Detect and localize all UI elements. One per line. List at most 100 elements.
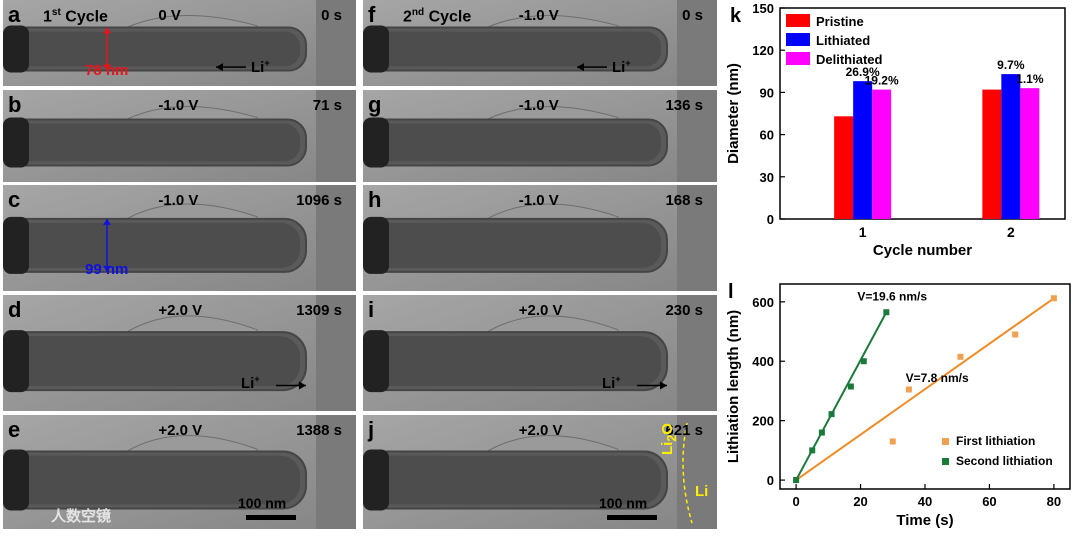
axes-frame-k [779,7,1066,220]
panel-letter: b [8,92,22,117]
voltage-label: +2.0 V [158,422,203,439]
tem-panel-e: e +2.0 V 1388 s 100 nm 人数空镜 [3,415,356,529]
data-point-1 [793,477,800,484]
fit-label-second: V=19.6 nm/s [857,289,927,303]
panel-letter: a [8,2,21,27]
tem-panel-a: a 1st Cycle 0 V 0 s 78 nm Li+ [3,0,356,86]
time-label: 0 s [321,7,342,24]
chart-k: k 0 30 60 90 120 150 1 2 26.9% 19.2% 9.7% 1.1% Pristi… [722,0,1080,268]
li-text: Li [612,59,626,77]
voltage-label: -1.0 V [518,192,559,209]
bar-delithiated-2 [1020,88,1040,220]
li-ion-label: Li+ [602,374,621,392]
x-tick-label-l: 80 [1047,494,1061,509]
voltage-label: -1.0 V [158,192,199,209]
legend-marker-l [942,458,949,465]
tem-image-i [363,295,717,411]
x-tick-label-l: 40 [918,494,932,509]
cycle-label: 1st Cycle [43,7,108,26]
data-point-1 [860,358,867,365]
tem-panel-c: c -1.0 V 1096 s 99 nm [3,185,356,291]
watermark-text: 人数空镜 [51,508,112,525]
legend-label-l: First lithiation [956,434,1035,448]
panel-letter: j [368,417,375,442]
cycle-label: 2nd Cycle [403,7,471,26]
y-axis-label-l: Lithiation length (nm) [725,310,742,463]
data-point-0 [957,353,964,360]
cycle-word: Cycle [424,8,472,26]
data-point-1 [847,383,854,390]
time-label: 621 s [665,422,703,439]
time-label: 230 s [665,302,703,319]
legend-marker-l [942,438,949,445]
data-point-1 [828,411,835,418]
legend-label-k: Delithiated [816,52,883,67]
time-label: 1096 s [296,192,342,209]
data-point-0 [889,438,896,445]
legend-swatch-k [786,14,810,27]
voltage-label: -1.0 V [518,97,559,114]
li-sup: + [254,373,260,384]
legend-swatch-k [786,52,810,65]
y-axis-label-k: Diameter (nm) [725,63,742,164]
bar-annotation-k: 9.7% [997,58,1025,72]
legend-swatch-k [786,33,810,46]
data-point-1 [809,447,816,454]
li2o-li: Li [659,441,676,455]
x-tick-label-l: 0 [792,494,799,509]
tem-image-g [363,90,717,182]
y-tick-label-k: 60 [760,128,774,143]
panel-letter: e [8,417,21,442]
y-tick-label-k: 120 [752,43,774,58]
y-tick-label-k: 150 [752,1,774,16]
tem-image-c [3,185,356,291]
time-label: 136 s [665,97,703,114]
legend-label-k: Lithiated [816,33,870,48]
tem-image-d [3,295,356,411]
time-label: 1388 s [296,422,342,439]
li-ion-label: Li+ [612,58,631,76]
legend-label-k: Pristine [816,14,864,29]
tem-panel-g: g -1.0 V 136 s [363,90,717,182]
tem-image-b [3,90,356,182]
y-tick-label-l: 0 [767,473,774,488]
time-label: 0 s [682,7,703,24]
y-tick-label-k: 0 [767,212,774,227]
x-axis-label-l: Time (s) [896,512,953,529]
time-label: 71 s [312,97,342,114]
bar-lithiated-2 [1001,74,1021,219]
y-tick-label-l: 200 [752,414,774,429]
li-ion-label: Li+ [241,374,260,392]
bar-annotation-k: 19.2% [865,74,899,88]
data-point-1 [883,309,890,316]
tem-image-j [363,415,717,529]
bar-pristine-2 [982,89,1002,219]
panel-letter-k: k [730,5,742,27]
chart-k-svg: k 0 30 60 90 120 150 1 2 26.9%19.2% 9.7%1.1% Pristi… [725,1,1066,259]
li2o-sub: 2 [665,434,679,442]
chart-l-svg: l 0 200 400 600 0 20 40 60 80 V=7.8 nm/s V=19.6 nm/… [725,281,1071,529]
cycle-word: Cycle [60,8,108,26]
y-tick-label-l: 400 [752,354,774,369]
panel-letter: g [368,92,382,117]
tem-panel-i: i +2.0 V 230 s Li+ [363,295,717,411]
li-electrode-label: Li [695,483,709,501]
tem-panel-b: b -1.0 V 71 s [3,90,356,182]
panel-letter: h [368,187,382,212]
voltage-label: -1.0 V [158,97,199,114]
tem-panel-d: d +2.0 V 1309 s Li+ [3,295,356,411]
voltage-label: +2.0 V [518,422,563,439]
x-tick-label-l: 60 [982,494,996,509]
voltage-label: -1.0 V [518,7,559,24]
li2o-label: Li2O [659,423,679,455]
x-tick-label-k: 1 [859,224,867,240]
bar-pristine-1 [834,116,854,219]
tem-image-f [363,0,717,86]
tem-image-h [363,185,717,291]
panel-letter: d [8,297,22,322]
voltage-label: +2.0 V [518,302,563,319]
bar-delithiated-1 [872,89,892,219]
